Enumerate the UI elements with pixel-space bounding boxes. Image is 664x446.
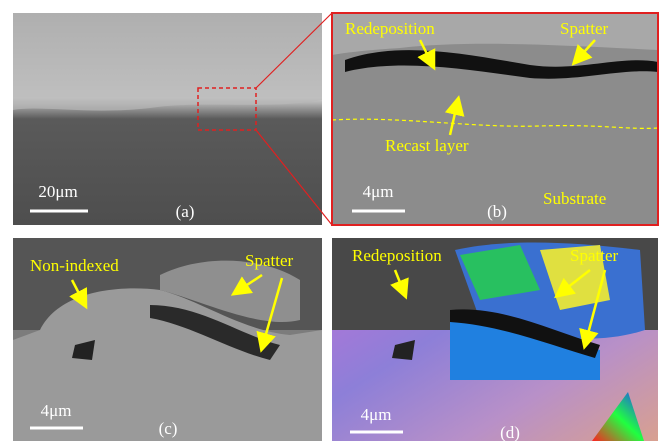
scale-text: 4μm — [41, 401, 72, 420]
panel-label: (a) — [176, 202, 195, 221]
panel-c: Non-indexed Spatter 4μm (c) — [13, 238, 322, 441]
surface — [13, 13, 322, 111]
annotation: Redeposition — [345, 19, 435, 38]
annotation: Spatter — [560, 19, 608, 38]
panel-label: (d) — [500, 423, 520, 442]
scale-text: 20μm — [38, 182, 77, 201]
annotation: Substrate — [543, 189, 606, 208]
annotation: Recast layer — [385, 136, 469, 155]
panel-d: Redeposition Spatter 4μm (d) — [332, 238, 658, 442]
panel-b: Redeposition Spatter Recast layer Substr… — [332, 13, 658, 225]
panel-label: (c) — [159, 419, 178, 438]
panel-a: 20μm (a) — [13, 13, 322, 225]
figure: 20μm (a) Redeposition Spatter Recast lay… — [0, 0, 664, 446]
scale-text: 4μm — [361, 405, 392, 424]
annotation: Spatter — [245, 251, 293, 270]
annotation: Non-indexed — [30, 256, 119, 275]
scale-text: 4μm — [363, 182, 394, 201]
annotation: Spatter — [570, 246, 618, 265]
annotation: Redeposition — [352, 246, 442, 265]
panel-label: (b) — [487, 202, 507, 221]
